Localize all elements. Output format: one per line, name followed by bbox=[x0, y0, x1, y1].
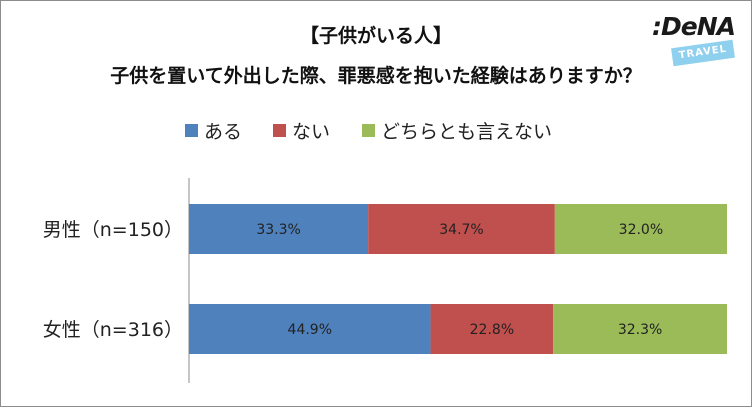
legend-label: どちらとも言えない bbox=[381, 120, 553, 143]
data-label: 22.8% bbox=[470, 322, 514, 338]
data-label: 33.3% bbox=[256, 222, 300, 238]
data-label: 34.7% bbox=[439, 222, 483, 238]
legend-item-0: ある bbox=[185, 117, 242, 143]
data-label: 44.9% bbox=[288, 322, 332, 338]
dena-travel-logo: :DeNA TRAVEL bbox=[650, 10, 745, 70]
legend-item-2: どちらとも言えない bbox=[362, 117, 552, 143]
bar-segment-0-0 bbox=[189, 204, 369, 254]
category-label: 男性（n=150） bbox=[43, 219, 183, 241]
legend-item-1: ない bbox=[273, 117, 330, 143]
legend-swatch bbox=[362, 123, 375, 137]
chart-title: 【子供がいる人】 bbox=[299, 25, 452, 47]
bar-segment-1-2 bbox=[553, 304, 727, 354]
logo-wordmark: :DeNA bbox=[652, 12, 736, 41]
chart-subtitle: 子供を置いて外出した際、罪悪感を抱いた経験はありますか？ bbox=[110, 65, 642, 87]
legend-label: ある bbox=[204, 120, 243, 143]
bar-segment-0-2 bbox=[554, 204, 727, 254]
category-label: 女性（n=316） bbox=[43, 319, 183, 341]
bar-segment-1-1 bbox=[430, 304, 554, 354]
legend: ある ない どちらとも言えない bbox=[0, 117, 752, 143]
data-label: 32.3% bbox=[618, 322, 662, 338]
bar-segment-0-1 bbox=[368, 204, 555, 254]
bar-segment-1-0 bbox=[189, 304, 431, 354]
legend-label: ない bbox=[292, 120, 331, 143]
data-label: 32.0% bbox=[619, 222, 663, 238]
legend-swatch bbox=[185, 123, 198, 137]
legend-swatch bbox=[273, 123, 286, 137]
